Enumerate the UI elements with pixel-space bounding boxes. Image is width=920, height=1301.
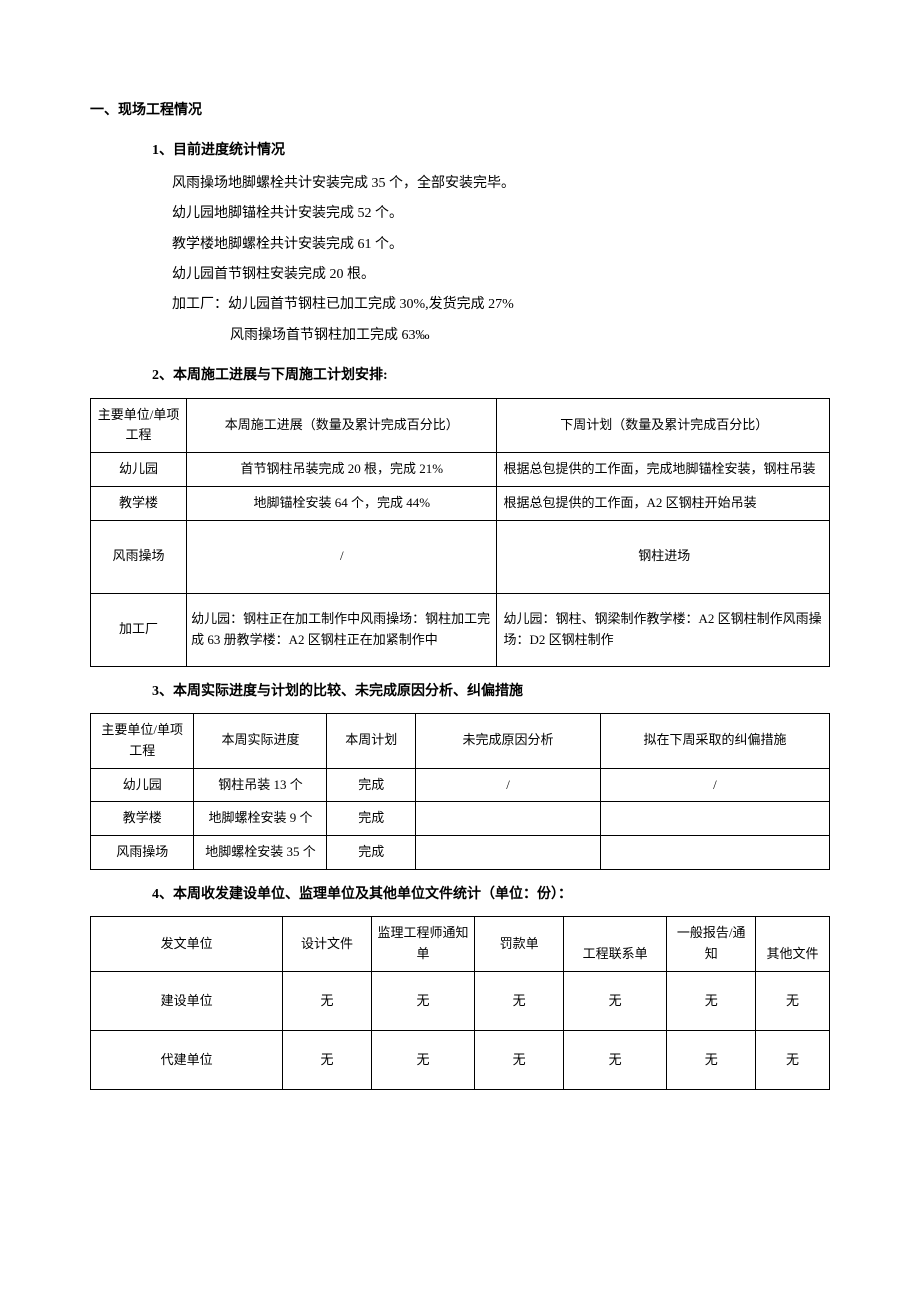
cell: 无 [563, 1031, 666, 1090]
cell: 首节钢柱吊装完成 20 根，完成 21% [187, 453, 497, 487]
sub1-heading: 1、目前进度统计情况 [152, 140, 830, 162]
table-header-row: 主要单位/单项工程 本周施工进展（数量及累计完成百分比） 下周计划（数量及累计完… [91, 398, 830, 453]
cell: 教学楼 [91, 802, 194, 836]
cell: 完成 [327, 768, 416, 802]
sub1-line: 教学楼地脚螺栓共计安装完成 61 个。 [172, 234, 830, 256]
sub2-heading: 2、本周施工进展与下周施工计划安排: [152, 365, 830, 387]
document-page: 一、现场工程情况 1、目前进度统计情况 风雨操场地脚螺栓共计安装完成 35 个，… [0, 0, 920, 1164]
cell: 幼儿园：钢柱正在加工制作中风雨操场：钢柱加工完成 63 册教学楼：A2 区钢柱正… [187, 593, 497, 666]
cell: 钢柱吊装 13 个 [194, 768, 327, 802]
cell: 无 [756, 1031, 830, 1090]
col-header: 设计文件 [283, 917, 372, 972]
cell: 无 [563, 972, 666, 1031]
sub1-line: 加工厂：幼儿园首节钢柱已加工完成 30%,发货完成 27% [172, 294, 830, 316]
col-header: 未完成原因分析 [416, 714, 601, 769]
col-header: 本周实际进度 [194, 714, 327, 769]
table-row: 风雨操场 地脚螺栓安装 35 个 完成 [91, 836, 830, 870]
col-header: 监理工程师通知单 [371, 917, 474, 972]
table-header-row: 主要单位/单项工程 本周实际进度 本周计划 未完成原因分析 拟在下周采取的纠偏措… [91, 714, 830, 769]
table-row: 建设单位 无 无 无 无 无 无 [91, 972, 830, 1031]
col-header: 本周计划 [327, 714, 416, 769]
cell [600, 836, 829, 870]
cell: 无 [475, 1031, 564, 1090]
cell: 地脚螺栓安装 35 个 [194, 836, 327, 870]
cell: / [416, 768, 601, 802]
cell: / [187, 520, 497, 593]
cell: 无 [756, 972, 830, 1031]
sub4-heading: 4、本周收发建设单位、监理单位及其他单位文件统计（单位：份）： [152, 884, 830, 906]
cell [600, 802, 829, 836]
sub1-line: 风雨操场地脚螺栓共计安装完成 35 个，全部安装完毕。 [172, 173, 830, 195]
table-header-row: 发文单位 设计文件 监理工程师通知单 罚款单 工程联系单 一般报告/通知 其他文… [91, 917, 830, 972]
table-row: 教学楼 地脚锚栓安装 64 个，完成 44% 根据总包提供的工作面，A2 区钢柱… [91, 486, 830, 520]
cell: 加工厂 [91, 593, 187, 666]
table-row: 幼儿园 首节钢柱吊装完成 20 根，完成 21% 根据总包提供的工作面，完成地脚… [91, 453, 830, 487]
cell: 地脚锚栓安装 64 个，完成 44% [187, 486, 497, 520]
cell: 风雨操场 [91, 836, 194, 870]
cell: 钢柱进场 [497, 520, 830, 593]
documents-table: 发文单位 设计文件 监理工程师通知单 罚款单 工程联系单 一般报告/通知 其他文… [90, 916, 830, 1090]
sub3-heading: 3、本周实际进度与计划的比较、未完成原因分析、纠偏措施 [152, 681, 830, 703]
cell: 完成 [327, 836, 416, 870]
table-row: 加工厂 幼儿园：钢柱正在加工制作中风雨操场：钢柱加工完成 63 册教学楼：A2 … [91, 593, 830, 666]
table-row: 代建单位 无 无 无 无 无 无 [91, 1031, 830, 1090]
cell: / [600, 768, 829, 802]
col-header: 本周施工进展（数量及累计完成百分比） [187, 398, 497, 453]
col-header: 发文单位 [91, 917, 283, 972]
cell: 无 [283, 972, 372, 1031]
cell: 地脚螺栓安装 9 个 [194, 802, 327, 836]
cell: 完成 [327, 802, 416, 836]
col-header: 工程联系单 [563, 917, 666, 972]
col-header: 一般报告/通知 [667, 917, 756, 972]
cell: 无 [475, 972, 564, 1031]
col-header: 罚款单 [475, 917, 564, 972]
col-header: 主要单位/单项工程 [91, 398, 187, 453]
cell: 幼儿园 [91, 768, 194, 802]
cell: 根据总包提供的工作面，完成地脚锚栓安装，钢柱吊装 [497, 453, 830, 487]
cell: 无 [667, 972, 756, 1031]
deviation-table: 主要单位/单项工程 本周实际进度 本周计划 未完成原因分析 拟在下周采取的纠偏措… [90, 713, 830, 870]
cell: 根据总包提供的工作面，A2 区钢柱开始吊装 [497, 486, 830, 520]
cell: 幼儿园 [91, 453, 187, 487]
cell: 无 [667, 1031, 756, 1090]
table-row: 教学楼 地脚螺栓安装 9 个 完成 [91, 802, 830, 836]
progress-plan-table: 主要单位/单项工程 本周施工进展（数量及累计完成百分比） 下周计划（数量及累计完… [90, 398, 830, 667]
table-row: 风雨操场 / 钢柱进场 [91, 520, 830, 593]
col-header: 其他文件 [756, 917, 830, 972]
cell [416, 802, 601, 836]
cell: 无 [283, 1031, 372, 1090]
cell: 无 [371, 972, 474, 1031]
cell: 建设单位 [91, 972, 283, 1031]
cell: 幼儿园：钢柱、钢梁制作教学楼：A2 区钢柱制作风雨操场：D2 区钢柱制作 [497, 593, 830, 666]
sub1-line: 幼儿园地脚锚栓共计安装完成 52 个。 [172, 203, 830, 225]
cell: 教学楼 [91, 486, 187, 520]
sub1-indent-line: 风雨操场首节钢柱加工完成 63‰ [230, 325, 830, 347]
cell: 风雨操场 [91, 520, 187, 593]
cell [416, 836, 601, 870]
table-row: 幼儿园 钢柱吊装 13 个 完成 / / [91, 768, 830, 802]
col-header: 下周计划（数量及累计完成百分比） [497, 398, 830, 453]
col-header: 主要单位/单项工程 [91, 714, 194, 769]
sub1-line: 幼儿园首节钢柱安装完成 20 根。 [172, 264, 830, 286]
cell: 无 [371, 1031, 474, 1090]
section-1-title: 一、现场工程情况 [90, 100, 830, 122]
col-header: 拟在下周采取的纠偏措施 [600, 714, 829, 769]
cell: 代建单位 [91, 1031, 283, 1090]
